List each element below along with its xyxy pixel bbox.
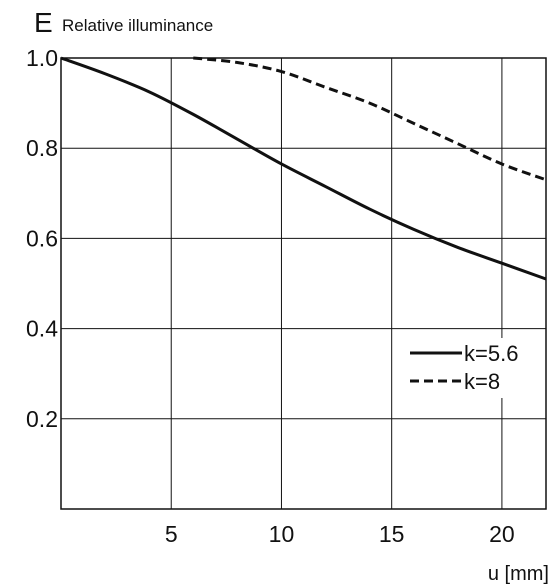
y-axis-label: Relative illuminance (62, 16, 213, 35)
y-tick-label: 0.2 (26, 406, 58, 432)
legend-label-k56: k=5.6 (464, 341, 518, 366)
legend: k=5.6 k=8 (400, 338, 542, 398)
y-tick-label: 1.0 (26, 45, 58, 71)
x-tick-label: 20 (489, 521, 515, 547)
x-tick-label: 10 (269, 521, 295, 547)
x-tick-labels: 5 10 15 20 (165, 521, 515, 547)
plot-area-frame (60, 57, 547, 510)
y-tick-label: 0.6 (26, 225, 58, 251)
x-tick-label: 15 (379, 521, 405, 547)
series-line-k8 (193, 56, 547, 182)
y-tick-label: 0.8 (26, 135, 58, 161)
grid (61, 58, 546, 509)
series-line-k56 (60, 56, 547, 281)
x-axis-label: u [mm] (488, 563, 549, 585)
y-tick-label: 0.4 (26, 316, 58, 342)
x-tick-label: 5 (165, 521, 178, 547)
y-tick-labels: 0.2 0.4 0.6 0.8 1.0 (26, 45, 58, 432)
legend-background (400, 338, 542, 398)
legend-label-k8: k=8 (464, 369, 500, 394)
series-lines (60, 56, 547, 281)
y-axis-symbol: E (34, 7, 53, 38)
